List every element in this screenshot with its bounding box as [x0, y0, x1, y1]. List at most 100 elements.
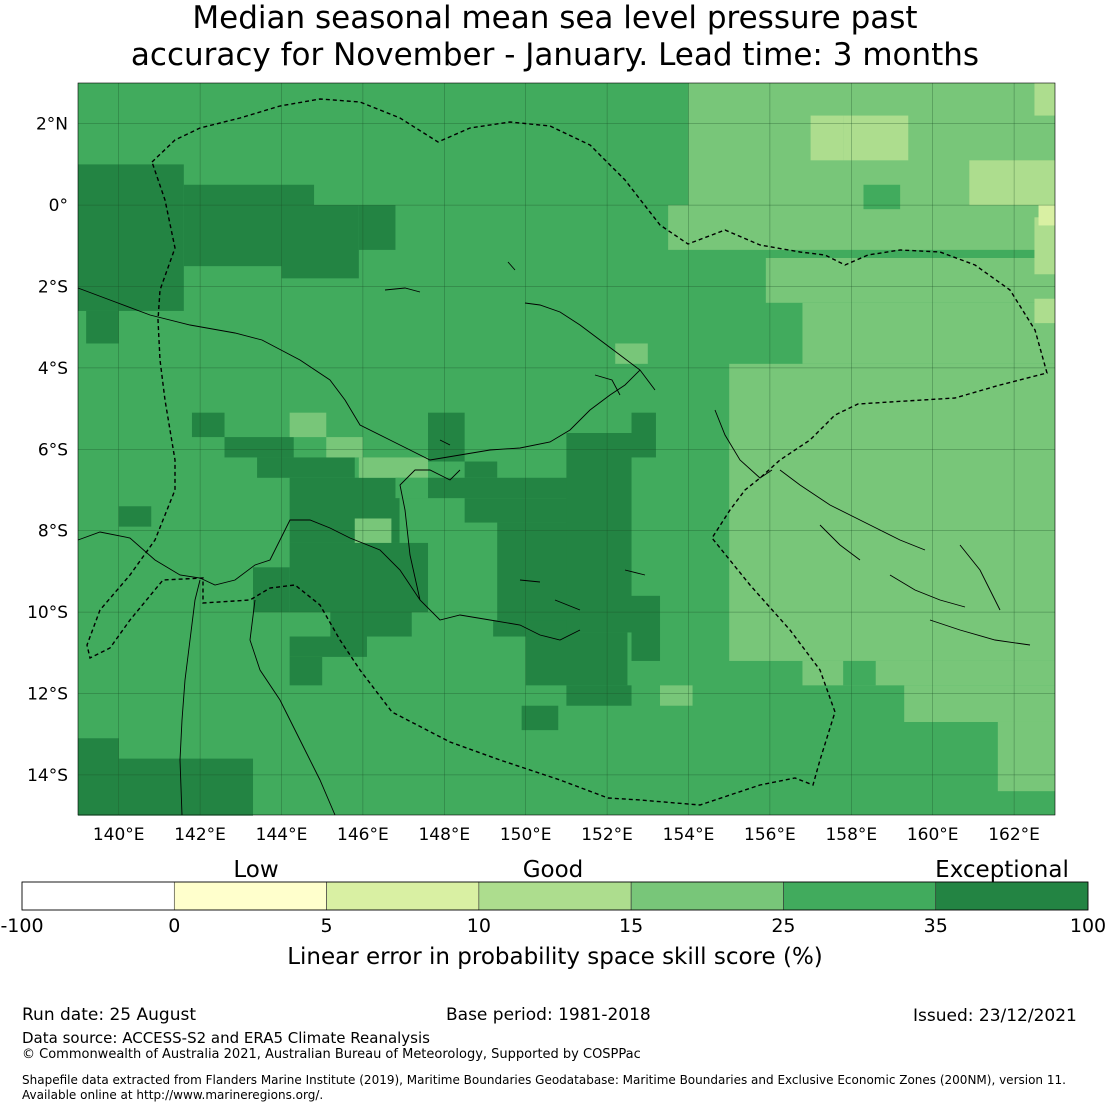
- skill-cell: [525, 632, 628, 686]
- longitude-tick: 146°E: [337, 825, 389, 845]
- latitude-tick: 12°S: [27, 685, 68, 705]
- skill-cell: [1034, 298, 1055, 324]
- skill-cell: [464, 498, 575, 523]
- colorbar-tick: 35: [924, 915, 948, 937]
- coastline: [77, 469, 581, 641]
- colorbar-tick: -100: [0, 915, 43, 937]
- title-line-2: accuracy for November - January. Lead ti…: [130, 37, 980, 73]
- longitude-tick: 156°E: [744, 825, 796, 845]
- skill-cell: [497, 522, 575, 633]
- colorbar-bin: [935, 881, 1089, 911]
- longitude-tick: 160°E: [907, 825, 959, 845]
- skill-cell: [289, 412, 327, 438]
- longitude-tick: 140°E: [93, 825, 145, 845]
- skill-cell: [493, 620, 567, 637]
- skill-cell: [1034, 83, 1055, 116]
- map-title: Median seasonal mean sea level pressure …: [0, 0, 1110, 74]
- skill-cell: [810, 115, 844, 161]
- skill-cell: [863, 184, 901, 210]
- latitude-tick: 0°: [49, 196, 68, 216]
- skill-cell: [289, 636, 367, 657]
- colorbar-bin: [783, 881, 937, 911]
- colorbar-bin: [21, 881, 175, 911]
- colorbar-bin: [478, 881, 632, 911]
- skill-cell: [521, 705, 559, 731]
- skill-cell: [224, 437, 294, 458]
- skill-cell: [118, 506, 152, 527]
- issued-date: Issued: 23/12/2021: [913, 1006, 1077, 1026]
- skill-cell: [668, 205, 1055, 250]
- skill-cell: [566, 685, 632, 706]
- skill-cell: [358, 457, 429, 478]
- colorbar-tick: 5: [321, 915, 333, 937]
- skill-cell: [904, 685, 1055, 722]
- latitude-tick: 2°N: [36, 115, 68, 135]
- skill-cell: [395, 477, 429, 499]
- skill-cell: [729, 363, 1055, 661]
- category-good: Good: [523, 857, 584, 883]
- skill-cell: [660, 685, 693, 706]
- skill-cell: [78, 164, 184, 311]
- colorbar-tick: 25: [771, 915, 795, 937]
- title-line-1: Median seasonal mean sea level pressure …: [192, 0, 918, 36]
- coastlines: [77, 261, 1031, 816]
- latitude-tick: 14°S: [27, 766, 68, 786]
- colorbar-tick: 10: [467, 915, 491, 937]
- skill-cell: [428, 477, 575, 499]
- longitude-tick: 150°E: [500, 825, 552, 845]
- longitude-tick-labels: 140°E 142°E 144°E 146°E 148°E 150°E 152°E 154°E…: [93, 825, 1040, 845]
- skill-cell: [183, 184, 282, 267]
- longitude-tick: 148°E: [418, 825, 470, 845]
- shapefile-note-1: Shapefile data extracted from Flanders M…: [22, 1073, 1066, 1087]
- skill-cell: [615, 343, 648, 364]
- gridlines: [78, 83, 1055, 815]
- skill-cell: [289, 542, 429, 613]
- skill-cell: [843, 660, 876, 686]
- map-plot-area: [77, 82, 1056, 816]
- colorbar-bin: [173, 881, 327, 911]
- copyright: © Commonwealth of Australia 2021, Austra…: [22, 1047, 641, 1062]
- skill-cell: [289, 656, 323, 686]
- coastline: [179, 579, 336, 816]
- category-labels: Low Good Exceptional: [233, 857, 1068, 883]
- coastline: [714, 409, 1031, 646]
- coastline: [77, 287, 656, 461]
- skill-cell: [253, 567, 290, 613]
- skill-cell: [802, 660, 1055, 686]
- colorbar-tick: 15: [619, 915, 643, 937]
- skill-cell: [1038, 205, 1055, 226]
- data-source: Data source: ACCESS-S2 and ERA5 Climate …: [22, 1029, 430, 1047]
- map-frame: [77, 82, 1056, 816]
- skill-cell: [118, 758, 254, 816]
- skill-cell: [428, 412, 465, 462]
- colorbar-tick: 100: [1070, 915, 1106, 937]
- skill-cell: [326, 437, 363, 458]
- colorbar: [21, 881, 1089, 911]
- skill-cell: [566, 433, 632, 633]
- skill-cell: [86, 310, 119, 344]
- skill-cell: [78, 738, 119, 816]
- colorbar-frame: [21, 881, 1089, 911]
- colorbar-bin: [326, 881, 480, 911]
- longitude-tick: 152°E: [581, 825, 633, 845]
- maritime-boundary: [86, 98, 1048, 806]
- skill-cell: [191, 412, 225, 438]
- skill-cell: [631, 595, 661, 661]
- skill-cell: [257, 457, 355, 478]
- latitude-tick: 4°S: [38, 359, 68, 379]
- skill-cell: [631, 412, 656, 458]
- skill-cell: [843, 115, 909, 161]
- skill-cell: [802, 302, 1055, 364]
- shapefile-note-2: Available online at http://www.marinereg…: [22, 1088, 324, 1102]
- skill-cell: [969, 160, 1055, 206]
- skill-cell: [765, 258, 1055, 303]
- base-period: Base period: 1981-2018: [446, 1005, 651, 1025]
- latitude-tick: 6°S: [38, 440, 68, 460]
- colorbar-bin: [630, 881, 784, 911]
- latitude-tick: 2°S: [38, 278, 68, 298]
- category-low: Low: [233, 857, 278, 883]
- colorbar-tick: 0: [168, 915, 180, 937]
- longitude-tick: 142°E: [174, 825, 226, 845]
- longitude-tick: 154°E: [663, 825, 715, 845]
